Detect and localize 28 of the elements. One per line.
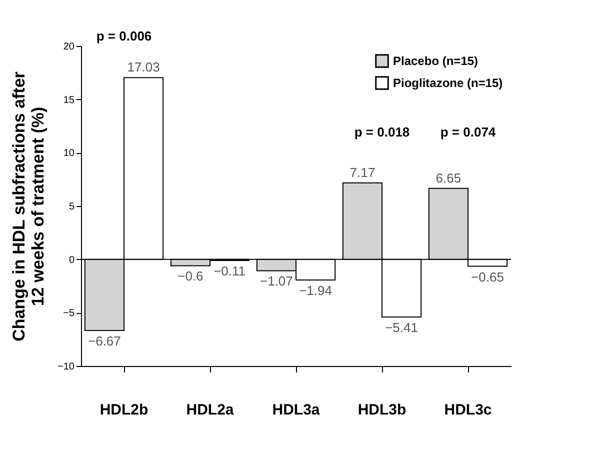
x-tick-label: HDL3b — [358, 402, 406, 418]
y-tick-label: 15 — [63, 94, 75, 106]
y-tick-label: −5 — [63, 308, 75, 320]
data-label: −0.6 — [178, 268, 204, 284]
x-tick-label: HDL2a — [186, 402, 234, 418]
x-tick-label: HDL2b — [100, 402, 148, 418]
data-label: 7.17 — [350, 164, 376, 180]
text: p = 0.006 — [96, 28, 152, 44]
y-tick-label: 20 — [63, 42, 75, 52]
annotation: p = 0.018 — [354, 124, 410, 140]
data-label: −1.07 — [260, 274, 293, 289]
annotation: p = 0.074 — [440, 124, 496, 140]
y-tick-label: 5 — [68, 202, 75, 212]
data-label: −0.65 — [471, 269, 504, 284]
x-tick-label: HDL3c — [444, 402, 492, 418]
x-tick-label: HDL3a — [272, 402, 320, 418]
legend-label: Pioglitazone (n=15) — [393, 76, 503, 90]
y-tick-label: −10 — [58, 362, 75, 372]
data-label: −1.94 — [299, 283, 332, 298]
data-label: −0.11 — [214, 264, 246, 279]
data-label: −5.41 — [385, 320, 418, 336]
y-tick-label: 10 — [63, 148, 75, 160]
legend-label: Placebo (n=15) — [393, 54, 478, 68]
data-label: 17.03 — [127, 60, 160, 75]
y-tick-label: 0 — [68, 254, 75, 266]
y-axis-title: Change in HDL subfractions after 12 weeks of tratment (%) — [10, 71, 48, 342]
data-label: 6.65 — [436, 170, 462, 186]
data-label: −6.67 — [88, 333, 121, 348]
